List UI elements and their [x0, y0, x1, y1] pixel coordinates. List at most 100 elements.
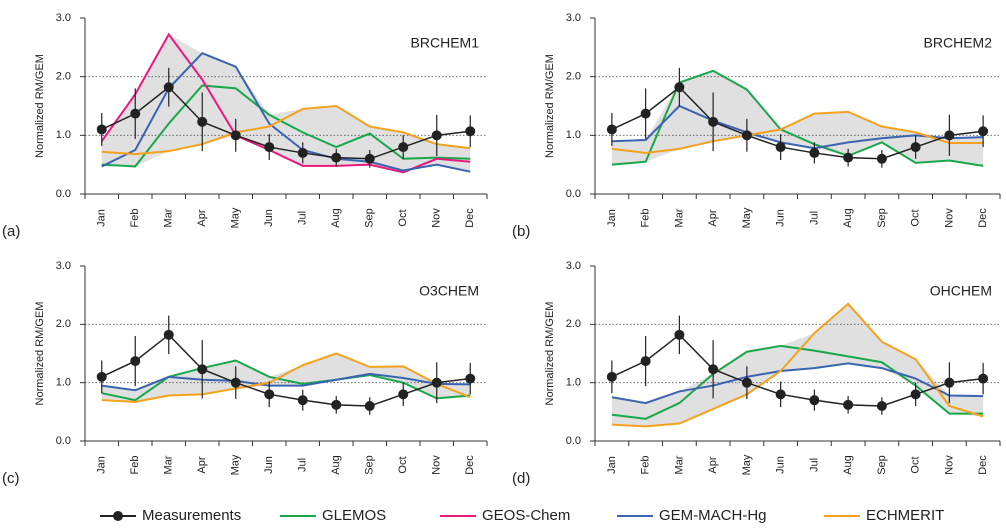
x-tick-label: Nov [943, 208, 955, 228]
data-point [364, 401, 375, 411]
panel-label: (c) [2, 470, 20, 487]
legend-marker [113, 511, 123, 521]
x-tick-label: Jul [297, 458, 309, 472]
x-tick-label: Jun [263, 456, 275, 474]
y-tick-label: 2.0 [566, 71, 581, 83]
series-line [101, 352, 471, 403]
data-point [297, 147, 308, 158]
y-tick-label: 3.0 [566, 260, 581, 272]
data-point [640, 356, 651, 367]
y-tick-label: 3.0 [56, 260, 71, 272]
data-point [96, 371, 107, 382]
y-tick-label: 0.0 [56, 188, 71, 200]
data-point [264, 389, 275, 400]
x-tick-label: Jan [606, 209, 618, 227]
x-tick-label: Jun [263, 209, 275, 227]
x-tick-label: May [741, 454, 753, 475]
data-point [331, 152, 342, 163]
x-tick-label: Aug [330, 455, 342, 475]
data-point [809, 147, 820, 158]
data-point [606, 124, 617, 135]
panel-label: (a) [2, 223, 20, 240]
data-point [398, 389, 409, 400]
y-tick-label: 3.0 [566, 12, 581, 24]
series-line [101, 52, 471, 173]
data-point [364, 153, 375, 164]
x-tick-label: Feb [129, 456, 141, 475]
data-point [708, 364, 719, 375]
x-tick-label: Jul [297, 211, 309, 225]
y-axis-label: Normalized RM/GEM [544, 54, 556, 158]
x-tick-label: Sep [876, 455, 888, 475]
x-tick-label: Mar [163, 208, 175, 227]
data-point [163, 82, 174, 93]
y-tick-label: 2.0 [56, 71, 71, 83]
y-tick-label: 1.0 [566, 129, 581, 141]
data-point [297, 395, 308, 406]
y-tick-label: 3.0 [56, 12, 71, 24]
x-tick-label: Aug [842, 455, 854, 475]
x-tick-label: Oct [910, 456, 922, 473]
x-tick-label: Mar [163, 455, 175, 474]
model-range [611, 70, 984, 166]
x-tick-label: Sep [364, 208, 376, 228]
y-tick-label: 1.0 [56, 377, 71, 389]
series-line [101, 333, 471, 407]
data-point [741, 377, 752, 388]
panel-title: BRCHEM1 [411, 35, 480, 51]
x-tick-label: Jul [808, 211, 820, 225]
data-point [741, 130, 752, 141]
data-point [230, 377, 241, 388]
x-tick-label: Jul [808, 458, 820, 472]
series-line [611, 344, 984, 420]
data-point [163, 329, 174, 340]
data-point [465, 373, 476, 384]
y-axis-label: Normalized RM/GEM [544, 302, 556, 406]
data-point [775, 389, 786, 400]
series-line [611, 302, 984, 428]
legend-label: GEOS-Chem [482, 507, 570, 524]
data-point [230, 130, 241, 141]
panel: 0.0 1.0 2.0 3.0 Jan Feb Mar Apr May Jun Jul Aug Sep O… [2, 12, 488, 240]
data-point [809, 395, 820, 406]
y-tick-label: 2.0 [56, 318, 71, 330]
x-tick-label: May [741, 207, 753, 228]
data-point [843, 399, 854, 410]
series-line [101, 86, 471, 160]
x-tick-label: Feb [640, 209, 652, 228]
panel: 0.0 1.0 2.0 3.0 Jan Feb Mar Apr May Jun Jul Aug Sep O… [512, 260, 1001, 487]
data-point [606, 371, 617, 382]
data-point [944, 130, 955, 141]
series-line [101, 372, 471, 392]
panel-title: OHCHEM [930, 283, 992, 299]
data-point [978, 126, 989, 137]
data-point [96, 124, 107, 135]
x-tick-label: Apr [707, 456, 719, 473]
model-range [101, 353, 471, 402]
series-line [611, 110, 984, 154]
x-tick-label: Dec [977, 208, 989, 228]
x-tick-label: Apr [196, 456, 208, 473]
series-line [611, 69, 984, 167]
data-point [197, 364, 208, 375]
data-point [910, 389, 921, 400]
panel: 0.0 1.0 2.0 3.0 Jan Feb Mar Apr May Jun Jul Aug Sep O… [512, 12, 1001, 240]
panel-label: (b) [512, 223, 530, 240]
x-tick-label: Dec [977, 455, 989, 475]
x-tick-label: Jan [96, 456, 108, 474]
legend-label: GEM-MACH-Hg [659, 507, 767, 524]
data-point [674, 82, 685, 93]
x-tick-label: Oct [397, 209, 409, 226]
panel: 0.0 1.0 2.0 3.0 Jan Feb Mar Apr May Jun Jul Aug Sep O… [2, 260, 488, 487]
legend-label: ECHMERIT [866, 507, 944, 524]
series-line [611, 86, 984, 160]
x-tick-label: Oct [910, 209, 922, 226]
x-tick-label: Jun [775, 209, 787, 227]
x-tick-label: Jan [96, 209, 108, 227]
data-point [431, 377, 442, 388]
x-tick-label: Aug [330, 208, 342, 228]
y-tick-label: 1.0 [56, 129, 71, 141]
legend-label: GLEMOS [322, 507, 386, 524]
x-tick-label: Apr [707, 209, 719, 226]
x-tick-label: Oct [397, 456, 409, 473]
